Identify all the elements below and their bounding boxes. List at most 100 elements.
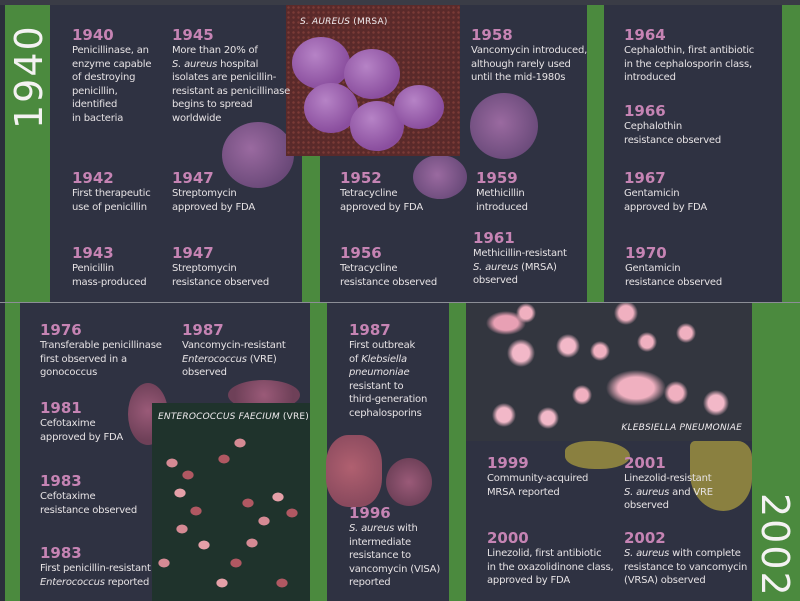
entry-year: 1961 bbox=[473, 229, 515, 247]
entry-description: Gentamicin resistance observed bbox=[625, 262, 722, 289]
bacterium-cell bbox=[222, 122, 294, 188]
description-text: hospital isolates are penicillin- resist… bbox=[172, 58, 291, 124]
timeline-entry: 1999 Community-acquired MRSA reported bbox=[487, 455, 588, 499]
description-text: and VRE observed bbox=[624, 486, 713, 512]
entry-description: Vancomycin introduced, although rarely u… bbox=[471, 44, 587, 85]
green-strip bbox=[5, 303, 20, 601]
caption-italic: S. AUREUS bbox=[300, 17, 351, 27]
description-text: First outbreak of bbox=[349, 340, 416, 365]
description-text: First therapeutic use of penicillin bbox=[72, 188, 151, 213]
klebsiella-micrograph: KLEBSIELLA PNEUMONIAE bbox=[466, 303, 752, 441]
entry-year: 1964 bbox=[624, 26, 666, 44]
italic-term: S. aureus bbox=[349, 523, 395, 534]
entry-description: Methicillin-resistant S. aureus (MRSA) o… bbox=[473, 247, 567, 288]
bacterium-cell bbox=[413, 155, 467, 199]
entry-year: 1970 bbox=[625, 244, 667, 262]
description-text: resistant to third-generation cephalospo… bbox=[349, 380, 428, 419]
entry-year: 2001 bbox=[624, 454, 666, 472]
entry-year: 1999 bbox=[487, 454, 529, 472]
description-text: (VRE) observed bbox=[182, 353, 277, 379]
cocci-cell bbox=[292, 37, 350, 89]
description-text: More than 20% of bbox=[172, 45, 258, 56]
entry-year: 1942 bbox=[72, 169, 114, 187]
entry-year: 1947 bbox=[172, 244, 214, 262]
timeline-entry: 1959 Methicillin introduced bbox=[476, 170, 528, 214]
divider bbox=[0, 302, 800, 303]
era-label-end: 2002 bbox=[753, 493, 797, 598]
description-text: Penicillin mass-produced bbox=[72, 263, 147, 288]
green-strip bbox=[782, 5, 800, 302]
bacterium-cell bbox=[326, 435, 382, 507]
entry-year: 1956 bbox=[340, 244, 382, 262]
entry-year: 1959 bbox=[476, 169, 518, 187]
timeline-entry: 1981 Cefotaxime approved by FDA bbox=[40, 400, 123, 444]
timeline-entry: 1983 First penicillin-resistant Enterococ… bbox=[40, 545, 151, 589]
entry-description: Streptomycin resistance observed bbox=[172, 262, 269, 289]
timeline-panel-3 bbox=[604, 5, 782, 302]
bacterium-shape bbox=[565, 441, 630, 469]
timeline-entry: 1942 First therapeutic use of penicillin bbox=[72, 170, 151, 214]
timeline-entry: 1947 Streptomycin resistance observed bbox=[172, 245, 269, 289]
italic-term: S. aureus bbox=[172, 58, 218, 70]
entry-description: Community-acquired MRSA reported bbox=[487, 472, 588, 499]
entry-year: 2002 bbox=[624, 529, 666, 547]
caption-rest: (MRSA) bbox=[350, 17, 388, 27]
mrsa-micrograph: S. AUREUS (MRSA) bbox=[286, 5, 460, 156]
green-strip bbox=[752, 303, 800, 601]
entry-year: 1940 bbox=[72, 26, 114, 44]
description-text: (MRSA) observed bbox=[473, 261, 557, 287]
timeline-entry: 1943 Penicillin mass-produced bbox=[72, 245, 147, 289]
enterococcus-micrograph: ENTEROCOCCUS FAECIUM (VRE) bbox=[152, 403, 310, 601]
entry-description: Linezolid, first antibiotic in the oxazo… bbox=[487, 547, 614, 588]
italic-term: Enterococcus bbox=[40, 576, 105, 588]
green-strip bbox=[310, 303, 327, 601]
timeline-entry: 1976 Transferable penicillinase first obs… bbox=[40, 322, 162, 380]
description-text: Methicillin-resistant bbox=[473, 248, 567, 259]
description-text: with intermediate resistance to vancomyc… bbox=[349, 523, 441, 589]
entry-description: Transferable penicillinase first observe… bbox=[40, 339, 162, 380]
description-text: Streptomycin approved by FDA bbox=[172, 188, 255, 213]
entry-year: 1966 bbox=[624, 102, 666, 120]
entry-description: Methicillin introduced bbox=[476, 187, 528, 214]
description-text: Vancomycin introduced, although rarely u… bbox=[471, 45, 588, 84]
italic-term: S. aureus bbox=[624, 548, 670, 559]
description-text: Vancomycin-resistant bbox=[182, 340, 286, 351]
entry-year: 1945 bbox=[172, 26, 214, 44]
image-caption: ENTEROCOCCUS FAECIUM (VRE) bbox=[158, 412, 309, 422]
entry-description: Cephalothin, first antibiotic in the cep… bbox=[624, 44, 754, 85]
italic-term: Klebsiella pneumoniae bbox=[349, 353, 410, 379]
bacterium-shape bbox=[690, 441, 752, 511]
description-text: Transferable penicillinase first observe… bbox=[40, 340, 162, 379]
entry-description: Vancomycin-resistant Enterococcus (VRE) … bbox=[182, 339, 286, 380]
caption-italic: KLEBSIELLA PNEUMONIAE bbox=[621, 423, 742, 433]
timeline-entry: 1940 Penicillinase, an enzyme capable of … bbox=[72, 26, 152, 126]
description-text: Tetracycline resistance observed bbox=[340, 263, 438, 288]
entry-year: 1967 bbox=[624, 169, 666, 187]
timeline-entry: 1967 Gentamicin approved by FDA bbox=[624, 170, 707, 214]
entry-description: Linezolid-resistant S. aureus and VRE ob… bbox=[624, 472, 713, 513]
cocci-chains bbox=[152, 433, 310, 601]
cocci-cell bbox=[394, 85, 444, 129]
entry-year: 1947 bbox=[172, 169, 214, 187]
timeline-entry: 1961 Methicillin-resistant S. aureus (MRS… bbox=[473, 230, 567, 288]
image-caption: S. AUREUS (MRSA) bbox=[300, 17, 388, 27]
era-label-start: 1940 bbox=[7, 24, 51, 129]
description-text: Linezolid-resistant bbox=[624, 473, 712, 484]
entry-description: Tetracycline approved by FDA bbox=[340, 187, 423, 214]
entry-description: Cefotaxime approved by FDA bbox=[40, 417, 123, 444]
description-text: Gentamicin resistance observed bbox=[625, 263, 723, 288]
timeline-entry: 1970 Gentamicin resistance observed bbox=[625, 245, 722, 289]
description-text: Streptomycin resistance observed bbox=[172, 263, 270, 288]
timeline-entry: 1945 More than 20% of S. aureus hospital … bbox=[172, 27, 290, 126]
description-text: Cefotaxime approved by FDA bbox=[40, 418, 123, 443]
italic-term: Enterococcus bbox=[182, 353, 247, 365]
italic-term: S. aureus bbox=[624, 486, 670, 498]
entry-year: 1987 bbox=[182, 321, 224, 339]
green-strip bbox=[587, 5, 604, 302]
timeline-entry: 1947 Streptomycin approved by FDA bbox=[172, 170, 255, 214]
entry-description: S. aureus with complete resistance to va… bbox=[624, 547, 747, 588]
description-text: Cephalothin, first antibiotic in the cep… bbox=[624, 45, 755, 84]
description-text: First penicillin-resistant bbox=[40, 563, 151, 574]
entry-description: Cephalothin resistance observed bbox=[624, 120, 721, 147]
description-text: Cephalothin resistance observed bbox=[624, 121, 722, 146]
